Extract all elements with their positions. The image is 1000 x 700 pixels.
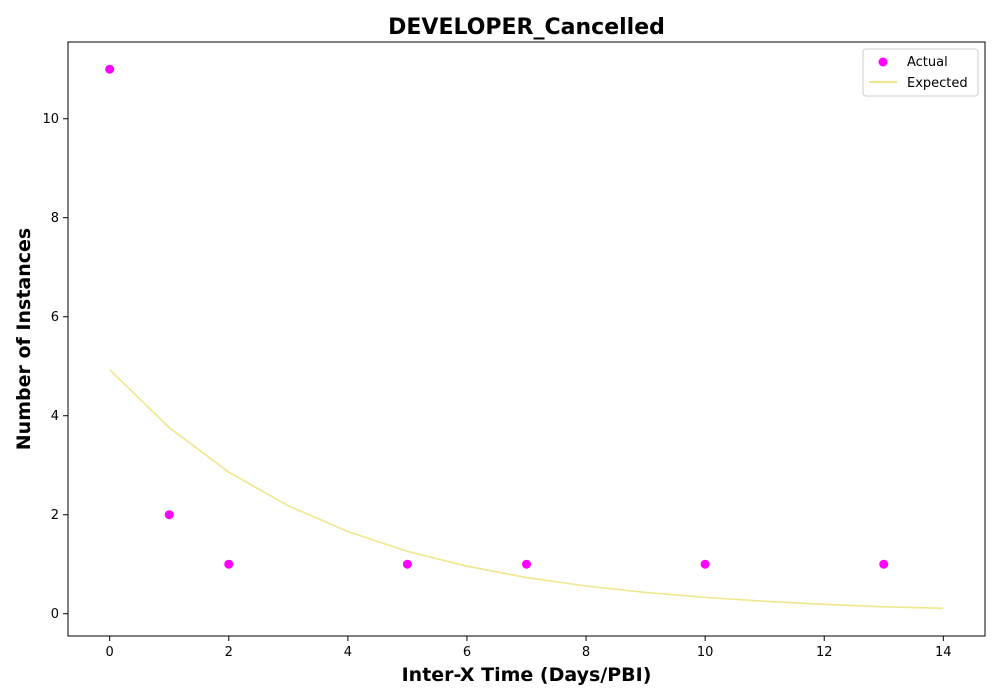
y-tick-label: 10	[42, 112, 59, 127]
plot-frame	[67, 41, 986, 637]
x-tick-label: 0	[106, 645, 114, 660]
data-point-actual	[700, 559, 710, 569]
x-axis: 0 2 4 6 8 10 12 14	[106, 636, 952, 660]
y-tick-label: 0	[51, 607, 59, 622]
x-tick-label: 12	[816, 645, 833, 660]
y-tick-label: 2	[51, 508, 59, 523]
y-tick-label: 4	[51, 409, 59, 424]
chart-title: DEVELOPER_Cancelled	[388, 15, 665, 40]
legend-actual-label: Actual	[907, 55, 948, 70]
data-point-actual	[224, 559, 234, 569]
legend-box	[862, 48, 979, 97]
y-axis-label: Number of Instances	[13, 228, 35, 450]
y-tick-label: 6	[51, 310, 59, 325]
plot-area	[67, 41, 986, 637]
x-tick-label: 8	[582, 645, 590, 660]
data-point-actual	[402, 559, 412, 569]
data-point-actual	[522, 559, 531, 569]
legend: Actual Expected	[862, 48, 979, 97]
y-tick-label: 8	[51, 211, 59, 226]
y-axis: 0 2 4 6 8 10	[42, 112, 68, 622]
legend-actual-marker	[878, 57, 888, 67]
x-tick-label: 14	[935, 645, 952, 660]
series-layer	[105, 64, 944, 610]
data-point-actual	[105, 64, 115, 74]
data-point-actual	[164, 510, 174, 520]
series-line-expected	[109, 369, 944, 610]
x-tick-label: 4	[344, 645, 352, 660]
data-point-actual	[879, 559, 889, 569]
x-tick-label: 2	[225, 645, 233, 660]
x-tick-label: 6	[463, 645, 471, 660]
x-tick-label: 10	[697, 645, 714, 660]
x-axis-label: Inter-X Time (Days/PBI)	[402, 664, 652, 686]
legend-expected-label: Expected	[907, 76, 968, 91]
